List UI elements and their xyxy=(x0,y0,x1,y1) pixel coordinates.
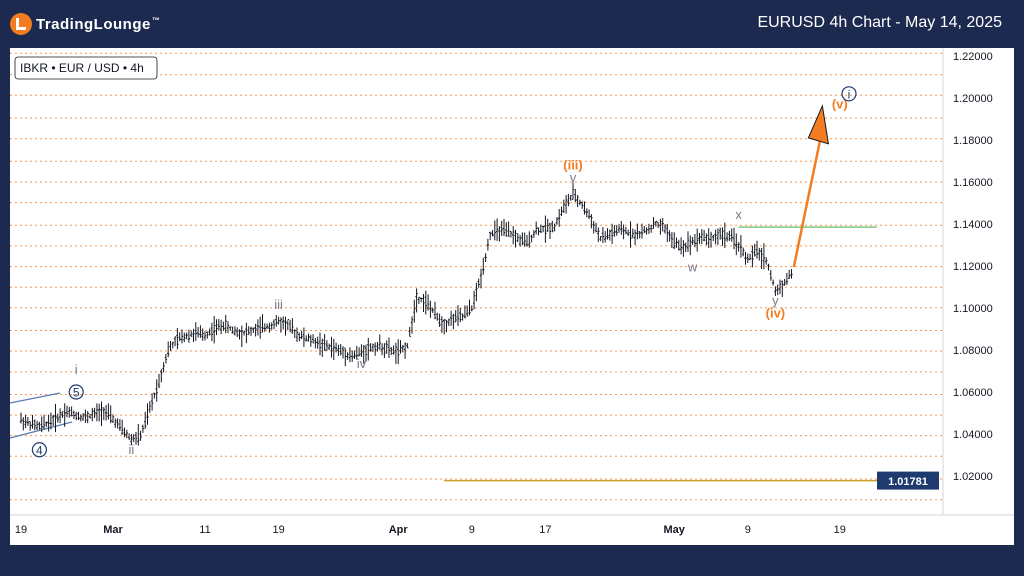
price-tick-label: 1.18000 xyxy=(953,135,993,147)
chart-title: EURUSD 4h Chart - May 14, 2025 xyxy=(757,14,1002,31)
wave-circle xyxy=(841,86,857,102)
time-tick-label: 19 xyxy=(272,524,284,536)
wave-label: i xyxy=(848,87,851,101)
price-series xyxy=(19,182,793,446)
price-tick-label: 1.02000 xyxy=(953,471,993,483)
price-badges: 1.01781 xyxy=(877,471,939,490)
wave-label: (iv) xyxy=(766,305,786,320)
price-tick-label: 1.10000 xyxy=(953,303,993,315)
channel-line-upper xyxy=(9,392,61,404)
trend-lines xyxy=(9,104,877,482)
price-tick-label: 1.06000 xyxy=(953,387,993,399)
grid-lines xyxy=(10,48,1014,516)
wave-label: v xyxy=(570,170,577,185)
wave-label: w xyxy=(687,259,698,274)
time-tick-label: 11 xyxy=(199,524,210,536)
logo-chart-icon xyxy=(10,13,32,35)
wave-label: (v) xyxy=(832,97,848,112)
price-tick-label: 1.14000 xyxy=(953,219,993,231)
chart-header: TradingLounge™ EURUSD 4h Chart - May 14,… xyxy=(0,0,1024,48)
wave-circle xyxy=(31,442,48,458)
time-tick-label: May xyxy=(663,524,685,536)
price-badge-label: 1.01781 xyxy=(888,476,928,488)
price-axis: 1.22000 1.20000 1.18000 1.16000 1.14000 1.120… xyxy=(953,51,993,483)
time-tick-label: 19 xyxy=(834,524,846,536)
price-tick-label: 1.12000 xyxy=(953,261,993,273)
projection-arrow-shaft xyxy=(792,133,823,268)
price-tick-label: 1.08000 xyxy=(953,345,993,357)
time-tick-label: 9 xyxy=(745,524,751,536)
projection-arrow-head xyxy=(807,104,830,145)
wave-label: i xyxy=(75,362,78,377)
price-tick-label: 1.04000 xyxy=(953,429,993,441)
wave-label: 5 xyxy=(73,386,80,400)
wave-label: x xyxy=(735,207,742,222)
price-badge xyxy=(877,471,939,490)
wave-label: y xyxy=(772,293,779,308)
wave-label: ii xyxy=(129,442,135,457)
chart-frame[interactable] xyxy=(10,48,1014,545)
symbol-label: IBKR • EUR / USD • 4h xyxy=(20,61,144,75)
wave-label: (iii) xyxy=(563,157,583,172)
tradinglounge-logo: TradingLounge™ xyxy=(10,13,160,35)
time-tick-label: 19 xyxy=(15,524,27,536)
time-axis: 19 Mar 11 19 Apr 9 17 May 9 19 xyxy=(15,524,846,536)
price-tick-label: 1.22000 xyxy=(953,51,993,63)
wave-label: iii xyxy=(274,297,283,312)
time-tick-label: 9 xyxy=(469,524,475,536)
price-tick-label: 1.20000 xyxy=(953,93,993,105)
time-tick-label: 17 xyxy=(539,524,551,536)
symbol-label-box: IBKR • EUR / USD • 4h xyxy=(14,56,158,80)
wave-label: 4 xyxy=(36,443,43,457)
price-tick-label: 1.16000 xyxy=(953,177,993,189)
time-tick-label: Mar xyxy=(103,524,123,536)
logo-text: TradingLounge™ xyxy=(36,15,161,33)
channel-line-lower xyxy=(9,421,73,439)
wave-circle xyxy=(68,384,84,400)
wave-label: iv xyxy=(357,356,367,371)
time-tick-label: Apr xyxy=(389,524,409,536)
